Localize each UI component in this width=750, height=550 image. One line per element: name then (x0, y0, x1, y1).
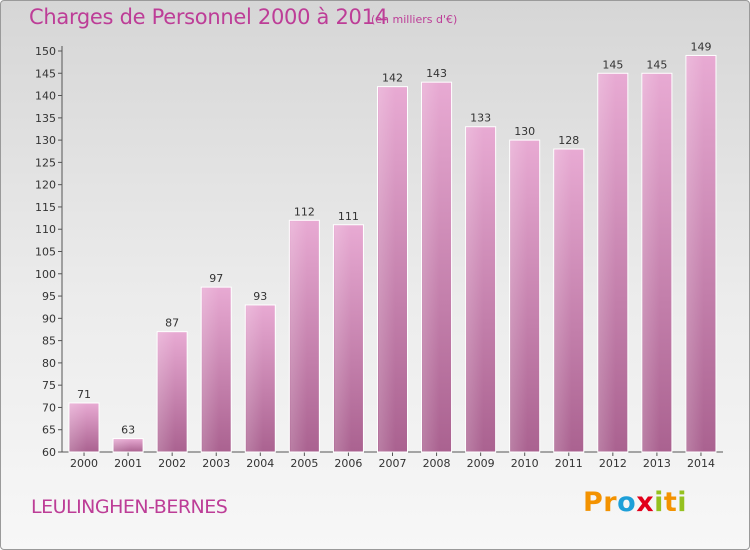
data-label-2012: 145 (602, 58, 623, 71)
y-tick-label: 110 (35, 223, 56, 236)
data-label-2014: 149 (690, 40, 711, 53)
proxiti-logo: Proxiti (583, 487, 687, 518)
town-name: LEULINGHEN-BERNES (31, 496, 228, 518)
y-tick-label: 105 (35, 246, 56, 259)
x-tick-label-2002: 2002 (158, 457, 186, 470)
bar-shine-2005 (290, 221, 319, 452)
bar-shine-2011 (554, 150, 583, 452)
y-tick-label: 140 (35, 90, 56, 103)
x-tick-label-2005: 2005 (290, 457, 318, 470)
x-tick-label-2000: 2000 (70, 457, 98, 470)
data-label-2013: 145 (646, 58, 667, 71)
bar-shine-2014 (686, 56, 715, 452)
data-label-2002: 87 (165, 317, 179, 330)
y-tick-label: 85 (42, 335, 56, 348)
x-tick-label-2004: 2004 (246, 457, 274, 470)
x-tick-label-2012: 2012 (599, 457, 627, 470)
y-tick-label: 125 (35, 156, 56, 169)
data-label-2004: 93 (253, 290, 267, 303)
x-tick-label-2008: 2008 (423, 457, 451, 470)
y-tick-label: 145 (35, 67, 56, 80)
x-tick-label-2010: 2010 (511, 457, 539, 470)
data-label-2009: 133 (470, 112, 491, 125)
logo-letter: t (663, 487, 678, 518)
bar-shine-2006 (334, 225, 363, 452)
bar-layer (68, 54, 717, 453)
y-tick-label: 90 (42, 312, 56, 325)
bar-shine-2007 (378, 87, 407, 453)
y-tick-label: 95 (42, 290, 56, 303)
bar-shine-2009 (466, 127, 495, 452)
bar-shine-2013 (642, 74, 671, 453)
logo-letter: o (617, 487, 637, 518)
y-tick-label: 100 (35, 268, 56, 281)
chart-subtitle: (en milliers d'€) (371, 13, 458, 26)
bar-shine-2001 (114, 439, 143, 452)
data-label-2005: 112 (294, 205, 315, 218)
logo-letter: P (583, 487, 604, 518)
data-label-2001: 63 (121, 424, 135, 437)
x-tick-label-2006: 2006 (334, 457, 362, 470)
x-tick-label-2007: 2007 (379, 457, 407, 470)
x-tick-label-2009: 2009 (467, 457, 495, 470)
x-tick-label-2003: 2003 (202, 457, 230, 470)
x-tick-label-2001: 2001 (114, 457, 142, 470)
data-label-2010: 130 (514, 125, 535, 138)
x-tick-label-2013: 2013 (643, 457, 671, 470)
bar-shine-2008 (422, 83, 451, 452)
y-tick-label: 135 (35, 112, 56, 125)
bar-shine-2004 (246, 305, 275, 452)
data-label-2008: 143 (426, 67, 447, 80)
bar-shine-2010 (510, 141, 539, 452)
data-label-2007: 142 (382, 72, 403, 85)
data-label-2006: 111 (338, 210, 359, 223)
data-label-2000: 71 (77, 388, 91, 401)
axis-layer: 60 65 70 75 80 85 90 95 100 105 110 115 120 125 130 135… (35, 45, 723, 470)
bar-shine-2012 (598, 74, 627, 453)
chart-title: Charges de Personnel 2000 à 2014 (29, 5, 388, 29)
x-tick-label-2014: 2014 (687, 457, 715, 470)
bar-shine-2003 (202, 288, 231, 452)
y-tick-label: 60 (42, 446, 56, 459)
logo-letter: r (603, 487, 618, 518)
logo-letter: x (636, 487, 655, 518)
logo-letter: i (677, 487, 688, 518)
y-tick-label: 130 (35, 134, 56, 147)
label-layer: 71 63 87 97 93 112 111 142 143 133 130 128 145 145 149 (77, 40, 711, 436)
data-label-2003: 97 (209, 272, 223, 285)
bar-shine-2000 (70, 403, 99, 452)
y-tick-label: 75 (42, 379, 56, 392)
x-tick-label-2011: 2011 (555, 457, 583, 470)
y-tick-label: 70 (42, 401, 56, 414)
y-tick-label: 80 (42, 357, 56, 370)
data-label-2011: 128 (558, 134, 579, 147)
y-tick-label: 65 (42, 424, 56, 437)
y-tick-label: 150 (35, 45, 56, 58)
y-tick-label: 115 (35, 201, 56, 214)
bar-shine-2002 (158, 332, 187, 452)
y-tick-label: 120 (35, 179, 56, 192)
logo-letter: i (654, 487, 664, 518)
